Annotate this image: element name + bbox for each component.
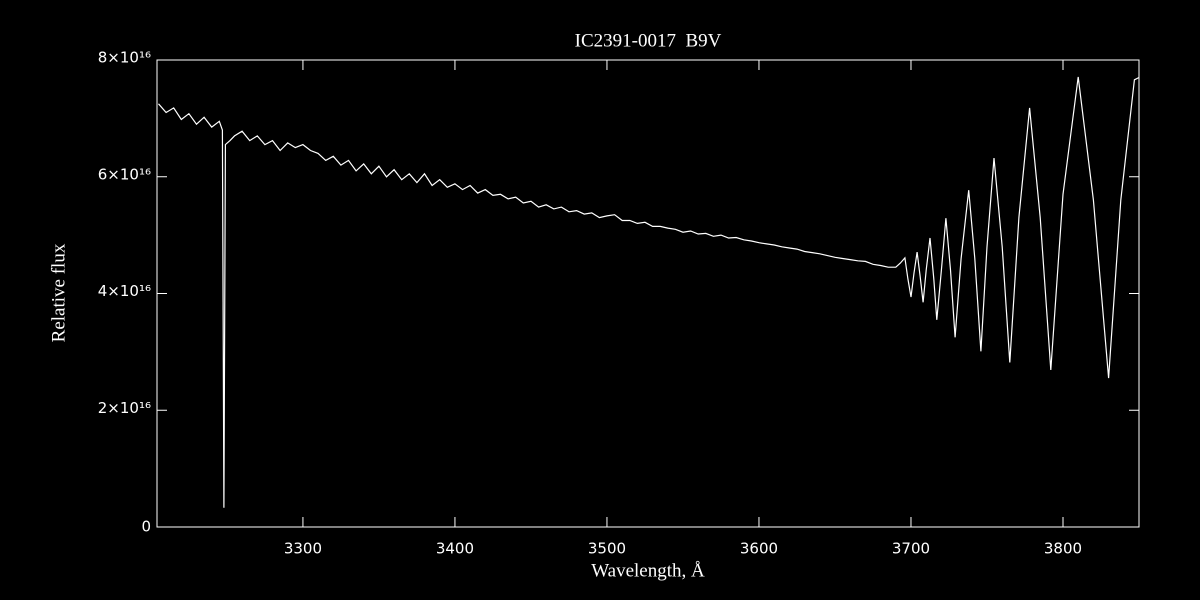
x-tick-label: 3300 <box>284 540 322 558</box>
x-axis-label: Wavelength, Å <box>591 560 705 581</box>
x-tick-label: 3700 <box>892 540 930 558</box>
y-tick-label: 2×10¹⁶ <box>98 399 151 417</box>
plot-frame <box>156 59 1140 528</box>
chart-title: IC2391-0017 B9V <box>575 30 722 51</box>
x-tick-label: 3400 <box>436 540 474 558</box>
x-tick-label: 3600 <box>740 540 778 558</box>
y-axis-label: Relative flux <box>48 243 69 342</box>
x-tick-label: 3800 <box>1044 540 1082 558</box>
y-tick-label: 4×10¹⁶ <box>98 282 151 300</box>
x-tick-label: 3500 <box>588 540 626 558</box>
y-tick-label: 0 <box>141 518 151 536</box>
spectrum-line <box>158 76 1140 508</box>
y-tick-label: 6×10¹⁶ <box>98 165 151 183</box>
y-tick-label: 8×10¹⁶ <box>98 49 151 67</box>
